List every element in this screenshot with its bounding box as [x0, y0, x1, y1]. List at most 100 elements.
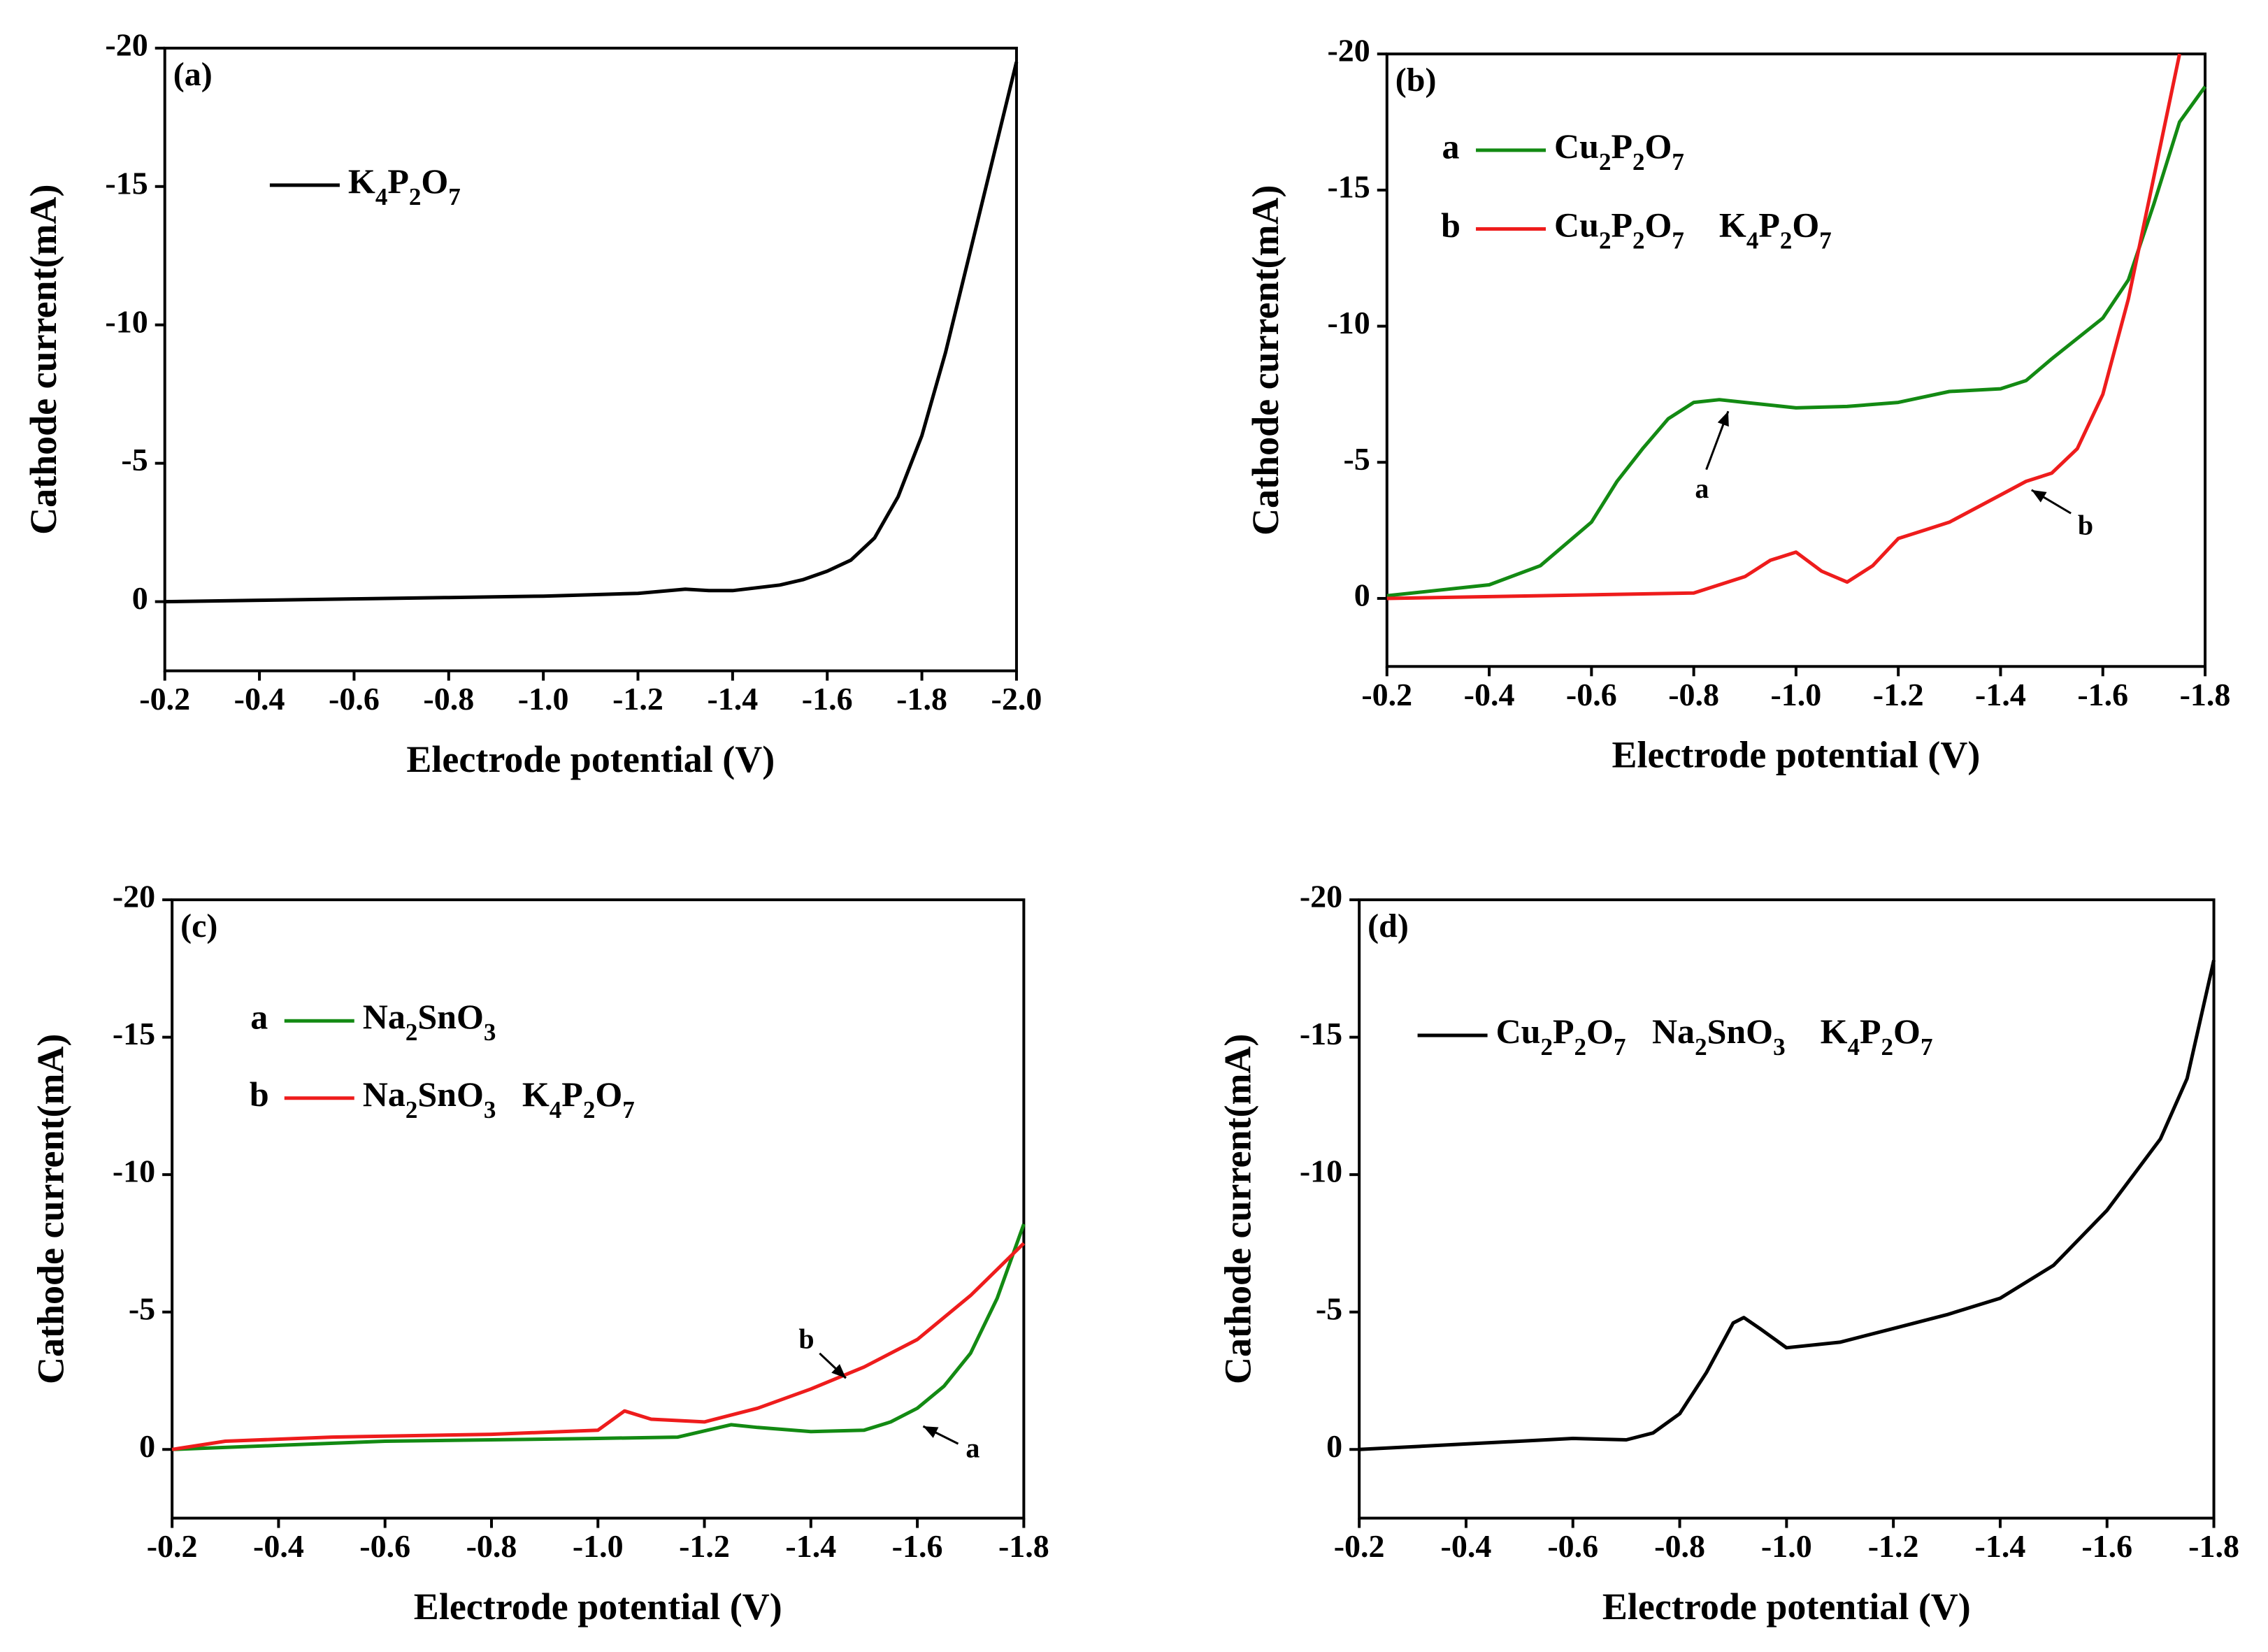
y-tick-label: -10	[1300, 1154, 1342, 1189]
x-axis-title: Electrode potential (V)	[414, 1586, 782, 1628]
data-line	[1359, 959, 2216, 1451]
legend-key-label: a	[1442, 127, 1460, 166]
y-tick-label: -10	[1327, 305, 1370, 340]
plot-frame	[163, 46, 1018, 673]
x-tick-label: -0.6	[1566, 677, 1617, 712]
y-tick-label: -15	[105, 165, 148, 201]
legend-label: Na2SnO3	[363, 998, 496, 1046]
y-tick-label: -20	[105, 27, 148, 62]
x-tick-label: -1.0	[1770, 677, 1821, 712]
legend-label: Cu2P2O7 K4P2O7	[1554, 206, 1832, 254]
x-tick-label: -1.4	[1975, 677, 2026, 712]
x-tick-label: -0.2	[139, 681, 190, 717]
legend-label: Na2SnO3 K4P2O7	[363, 1075, 635, 1123]
x-tick-label: -2.0	[991, 681, 1042, 717]
plot-frame	[171, 898, 1026, 1520]
y-tick-label: -5	[121, 442, 148, 477]
arrow-head	[923, 1426, 939, 1438]
data-line	[1386, 53, 2181, 601]
x-axis-title: Electrode potential (V)	[406, 738, 775, 780]
x-axis-title: Electrode potential (V)	[1602, 1586, 1971, 1628]
x-tick-label: -1.6	[892, 1528, 943, 1564]
y-tick-label: -10	[113, 1154, 155, 1189]
y-tick-label: -20	[113, 879, 155, 914]
x-tick-label: -0.8	[1668, 677, 1719, 712]
x-tick-label: -0.6	[1547, 1528, 1598, 1564]
panel-label: (b)	[1395, 62, 1437, 99]
panel-label: (a)	[173, 56, 213, 93]
y-tick-label: -5	[129, 1291, 155, 1326]
annotation: b	[2078, 509, 2093, 540]
panel: -0.2 -0.4 -0.6 -0.8 -1.0 -1.2 -1.4 -1.6 -1.8 0 -5 -…	[1217, 879, 2239, 1628]
legend-label: Cu2P2O7	[1554, 127, 1684, 175]
legend-key-label: b	[1441, 206, 1460, 245]
x-tick-label: -0.2	[147, 1528, 198, 1564]
x-tick-label: -1.4	[785, 1528, 836, 1564]
panel-label: (d)	[1368, 907, 1409, 944]
annotation: a	[966, 1432, 979, 1464]
y-tick-label: 0	[139, 1428, 155, 1464]
x-tick-label: -1.2	[679, 1528, 730, 1564]
x-tick-label: -1.8	[998, 1528, 1049, 1564]
legend-label: K4P2O7	[348, 161, 461, 210]
x-tick-label: -0.4	[253, 1528, 304, 1564]
data-line	[164, 62, 1019, 604]
x-tick-label: -0.6	[329, 681, 380, 717]
x-tick-label: -1.2	[1868, 1528, 1919, 1564]
plot-frame	[1385, 52, 2207, 668]
arrow-head	[2031, 489, 2047, 503]
x-tick-label: -1.8	[2188, 1528, 2239, 1564]
y-tick-label: 0	[1354, 577, 1370, 613]
panel: -0.2 -0.4 -0.6 -0.8 -1.0 -1.2 -1.4 -1.6 -1.8 0 -5 -…	[1244, 33, 2230, 776]
y-tick-label: -15	[113, 1016, 155, 1051]
legend-label: Cu2P2O7 Na2SnO3 K4P2O7	[1496, 1012, 1933, 1061]
annotation: a	[1695, 473, 1709, 504]
legend-key-label: a	[250, 998, 268, 1037]
x-tick-label: -1.6	[802, 681, 853, 717]
y-tick-label: -5	[1316, 1291, 1342, 1326]
x-tick-label: -0.2	[1361, 677, 1412, 712]
x-tick-label: -1.0	[518, 681, 569, 717]
x-tick-label: -0.8	[466, 1528, 517, 1564]
y-tick-label: 0	[1326, 1428, 1342, 1464]
x-tick-label: -0.2	[1334, 1528, 1385, 1564]
x-axis-title: Electrode potential (V)	[1612, 734, 1980, 776]
panel: -0.2 -0.4 -0.6 -0.8 -1.0 -1.2 -1.4 -1.6 -1.8 0 -5 -…	[30, 879, 1049, 1628]
y-axis-title: Cathode current(mA)	[1244, 185, 1286, 536]
x-tick-label: -1.6	[2081, 1528, 2132, 1564]
y-tick-label: -20	[1327, 33, 1370, 69]
arrow-head	[831, 1364, 846, 1379]
x-tick-label: -0.6	[359, 1528, 410, 1564]
y-tick-label: -5	[1343, 441, 1370, 477]
plot-frame	[1358, 898, 2216, 1520]
arrow-head	[1717, 411, 1729, 427]
y-tick-label: -15	[1327, 168, 1370, 204]
x-tick-label: -1.2	[1873, 677, 1924, 712]
data-line	[171, 1242, 1026, 1451]
y-tick-label: -15	[1300, 1016, 1342, 1051]
y-axis-title: Cathode current(mA)	[30, 1034, 72, 1384]
data-line	[172, 1223, 1026, 1451]
x-tick-label: -1.0	[573, 1528, 624, 1564]
x-tick-label: -0.4	[234, 681, 285, 717]
x-tick-label: -1.6	[2077, 677, 2128, 712]
y-axis-title: Cathode current(mA)	[1217, 1034, 1259, 1384]
y-tick-label: -20	[1300, 879, 1342, 914]
panel: -0.2 -0.4 -0.6 -0.8 -1.0 -1.2 -1.4 -1.6 -1.8 -2.0…	[22, 27, 1042, 780]
y-tick-label: -10	[105, 303, 148, 339]
x-tick-label: -0.4	[1441, 1528, 1492, 1564]
y-axis-title: Cathode current(mA)	[22, 184, 64, 534]
x-tick-label: -1.4	[707, 681, 758, 717]
y-tick-label: 0	[132, 580, 148, 616]
annotation: b	[798, 1323, 814, 1354]
x-tick-label: -0.8	[1654, 1528, 1705, 1564]
legend-key-label: b	[250, 1075, 269, 1114]
x-tick-label: -1.0	[1761, 1528, 1812, 1564]
data-line	[1386, 85, 2207, 598]
x-tick-label: -1.4	[1975, 1528, 2026, 1564]
x-tick-label: -1.2	[612, 681, 663, 717]
x-tick-label: -1.8	[2180, 677, 2231, 712]
x-tick-label: -1.8	[896, 681, 947, 717]
x-tick-label: -0.8	[423, 681, 474, 717]
